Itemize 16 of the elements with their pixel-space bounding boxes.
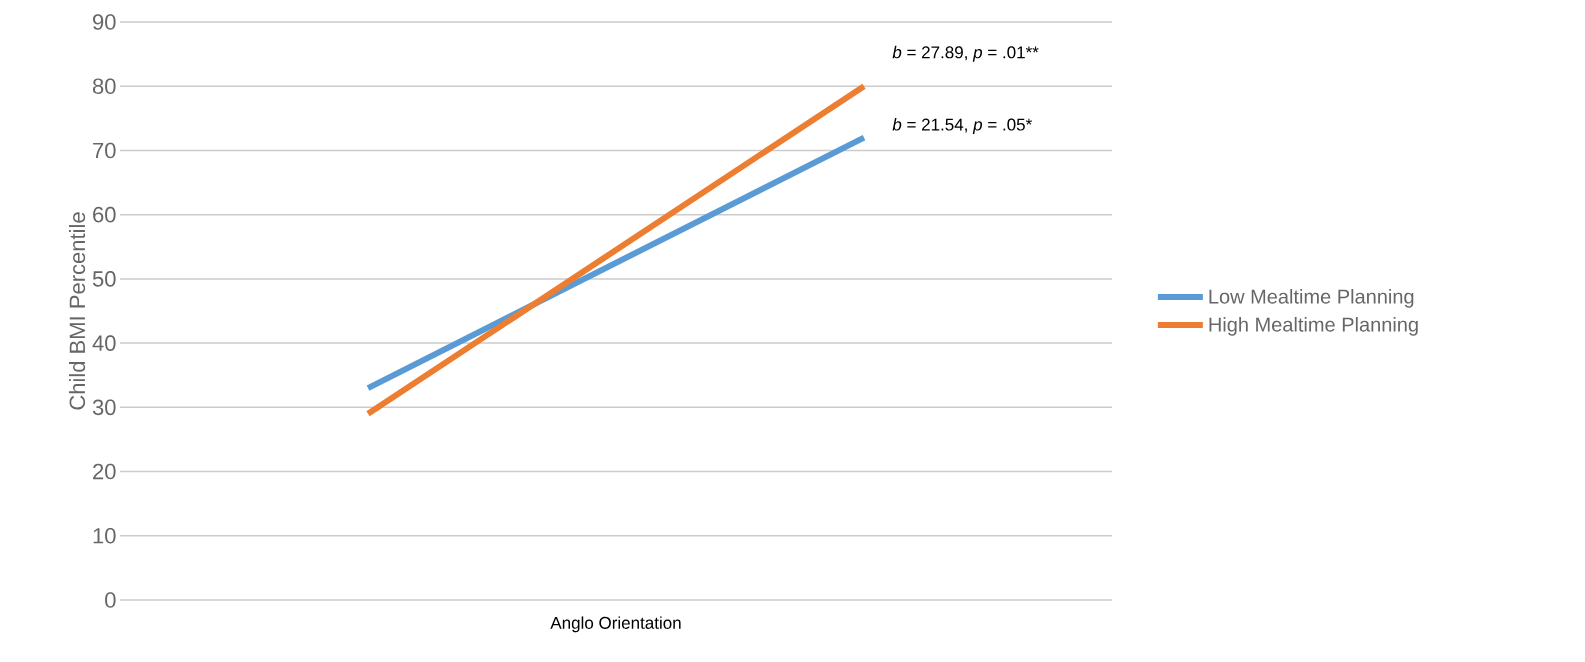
y-tick-label: 70	[93, 142, 116, 159]
annotation: b = 21.54, p = .05*	[892, 118, 1032, 134]
y-tick-label: 40	[92, 335, 116, 351]
y-tick-label: 0	[105, 592, 116, 608]
legend-label: High Mealtime Planning	[1209, 317, 1418, 336]
annotation: b = 27.89, p = .01**	[892, 45, 1039, 62]
y-tick-label: 20	[93, 463, 116, 480]
y-tick-label: 60	[93, 206, 116, 223]
y-axis-title: Child BMI Percentile	[68, 212, 86, 410]
y-tick-label: 10	[93, 527, 116, 544]
y-tick-label: 90	[93, 14, 116, 30]
y-tick-label: 30	[92, 399, 116, 416]
legend-label: Low Mealtime Planning	[1209, 289, 1414, 308]
y-tick-label: 50	[92, 271, 116, 287]
y-tick-label: 80	[92, 78, 116, 95]
x-axis-title: Anglo Orientation	[550, 616, 681, 633]
